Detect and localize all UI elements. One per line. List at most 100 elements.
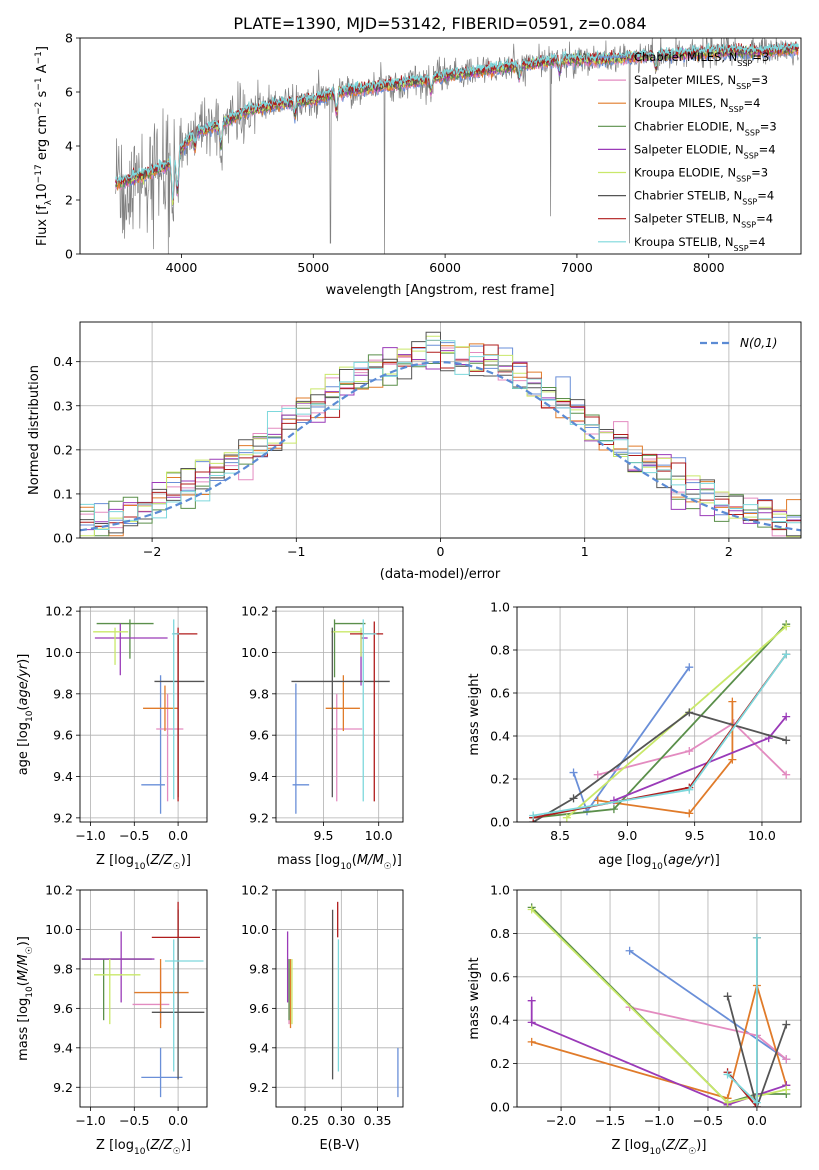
series-line [532,711,787,822]
x-tick-label: 9.0 [617,828,637,843]
panel-mass-weight-vs-Z: −2.0 −1.5 −1.0 −0.5 0.0 0.0 0.2 0.4 0.6 0.8 1.0 Z [… [467,883,802,1157]
errorbar-chabrier_stelib [291,627,390,798]
errorbar-chabrier_stelib [154,633,205,798]
x-axis-label: Z [log10(Z/Z☉)] [96,1138,191,1157]
series-point [728,697,737,706]
x-tick-label: 10.0 [748,828,776,843]
legend-sub: SSP [742,197,757,206]
label-part: ☉ [384,862,392,872]
x-axis-label: Z [log10(Z/Z☉)] [96,853,191,872]
x-tick-label: 0.30 [327,1113,355,1128]
label-part: s [35,90,50,101]
legend-nssp: =4 [759,142,776,156]
series-point [685,785,694,794]
label-part: ☉ [25,946,35,954]
x-tick-label: 9.5 [685,828,705,843]
errorbar-chabrier_stelib [151,909,205,1080]
y-tick-label: 9.6 [249,728,269,743]
y-tick-label: 9.4 [249,1040,269,1055]
panel-residuals: −2 −1 0 1 2 0.0 0.1 0.2 0.3 0.4 N(0,1) (data-model)… [27,321,802,582]
y-tick-label: 9.2 [249,810,269,825]
y-tick-label: 10.2 [241,604,269,619]
series-chabrier_elodie [529,620,791,822]
errorbar-salpeter_stelib [151,901,200,938]
legend-nssp: =4 [749,235,766,249]
legend-label-kroupa_stelib: Kroupa STELIB, NSSP=4 [634,235,765,253]
label-part: ( [352,853,357,868]
label-part: )] [696,1138,706,1153]
series-line [531,982,788,1100]
normal-legend-label: N(0,1) [740,336,777,350]
y-tick-label: 10.0 [45,922,73,937]
x-tick-label: 0 [437,544,445,559]
axes-frame [79,321,802,539]
figure-title: PLATE=1390, MJD=53142, FIBERID=0591, z=0… [233,14,646,33]
normal-curve [80,360,801,532]
y-tick-label: 0.0 [490,1100,510,1115]
x-axis-label: age [log10(age/yr)] [598,853,720,872]
x-tick-label: −2.0 [546,1113,576,1128]
y-axis-label: mass weight [467,673,482,755]
axes: 8.5 9.0 9.5 10.0 0.0 0.2 0.4 0.6 0.8 1.0 [490,600,802,843]
axes-frame [275,889,404,1108]
y-tick-label: 0.4 [490,1013,510,1028]
legend-sub: SSP [737,59,752,68]
y-tick-label: 9.4 [249,769,269,784]
label-part: ☉ [173,1147,181,1157]
axes-frame [79,889,208,1108]
legend-label-chabrier_elodie: Chabrier ELODIE, NSSP=3 [634,119,777,137]
x-tick-label: −1.0 [644,1113,674,1128]
x-axis-label: Z [log10(Z/Z☉)] [612,1138,707,1157]
errorbar-chabrier_elodie [96,619,154,659]
y-tick-label: 0.8 [490,926,510,941]
y-tick-label: 10.0 [241,922,269,937]
label-part: )] [181,1138,191,1153]
errorbar-kroupa_stelib [164,939,204,1072]
y-tick-label: 4 [65,139,73,154]
axes-frame [516,889,802,1108]
y-tick-label: 0.8 [490,643,510,658]
series-point [782,770,791,779]
series-line [726,996,788,1107]
y-tick-label: 9.4 [53,1040,73,1055]
y-axis-label: mass weight [467,957,482,1039]
label-part: Z [log [96,1138,134,1153]
legend-nssp: =3 [752,50,769,64]
y-tick-label: 0.0 [490,815,510,830]
legend-name: Chabrier ELODIE, N [634,119,745,133]
y-tick-label: 0.3 [53,398,73,413]
x-tick-label: 9.5 [314,828,334,843]
legend-label-salpeter_miles: Salpeter MILES, NSSP=3 [634,73,768,91]
histogram-kroupa_stelib [80,339,801,531]
legend-sub: SSP [729,105,744,114]
errorbar-chabrier_elodie [333,619,366,678]
x-tick-label: 8000 [693,260,725,275]
series-line [629,950,787,1061]
y-tick-label: 0.6 [490,686,510,701]
series-point [782,650,791,659]
panel-mass-weight-vs-age: 8.5 9.0 9.5 10.0 0.0 0.2 0.4 0.6 0.8 1.0 age [log1… [467,600,802,872]
y-tick-label: 0.2 [490,1056,510,1071]
series-salpeter_miles [593,719,791,779]
series-point [685,809,694,818]
label-part: Z [log [612,1138,650,1153]
errorbar-chabrier_miles [292,683,310,814]
axes: −2 −1 0 1 2 0.0 0.1 0.2 0.3 0.4 [53,321,802,559]
legend-name: Kroupa ELODIE, N [634,166,736,180]
legend-label-chabrier_miles: Chabrier MILES, NSSP=3 [634,50,769,68]
y-tick-label: 10.0 [45,645,73,660]
series-point [625,946,634,955]
x-tick-label: 0.0 [747,1113,767,1128]
label-part: wavelength [Angstrom, rest frame] [326,283,555,298]
series-point [527,996,536,1005]
panels: 4000 5000 6000 7000 8000 0 2 4 6 8 Chabrier MILES,… [16,31,802,1157]
errorbar-kroupa_miles [325,675,360,732]
x-tick-label: −0.5 [693,1113,723,1128]
series-salpeter_elodie [609,712,791,805]
errorbar-kroupa_elodie [331,627,362,657]
y-tick-label: 6 [65,85,73,100]
series-point [569,768,578,777]
y-tick-label: 9.4 [53,769,73,784]
legend-name: Salpeter ELODIE, N [634,142,744,156]
